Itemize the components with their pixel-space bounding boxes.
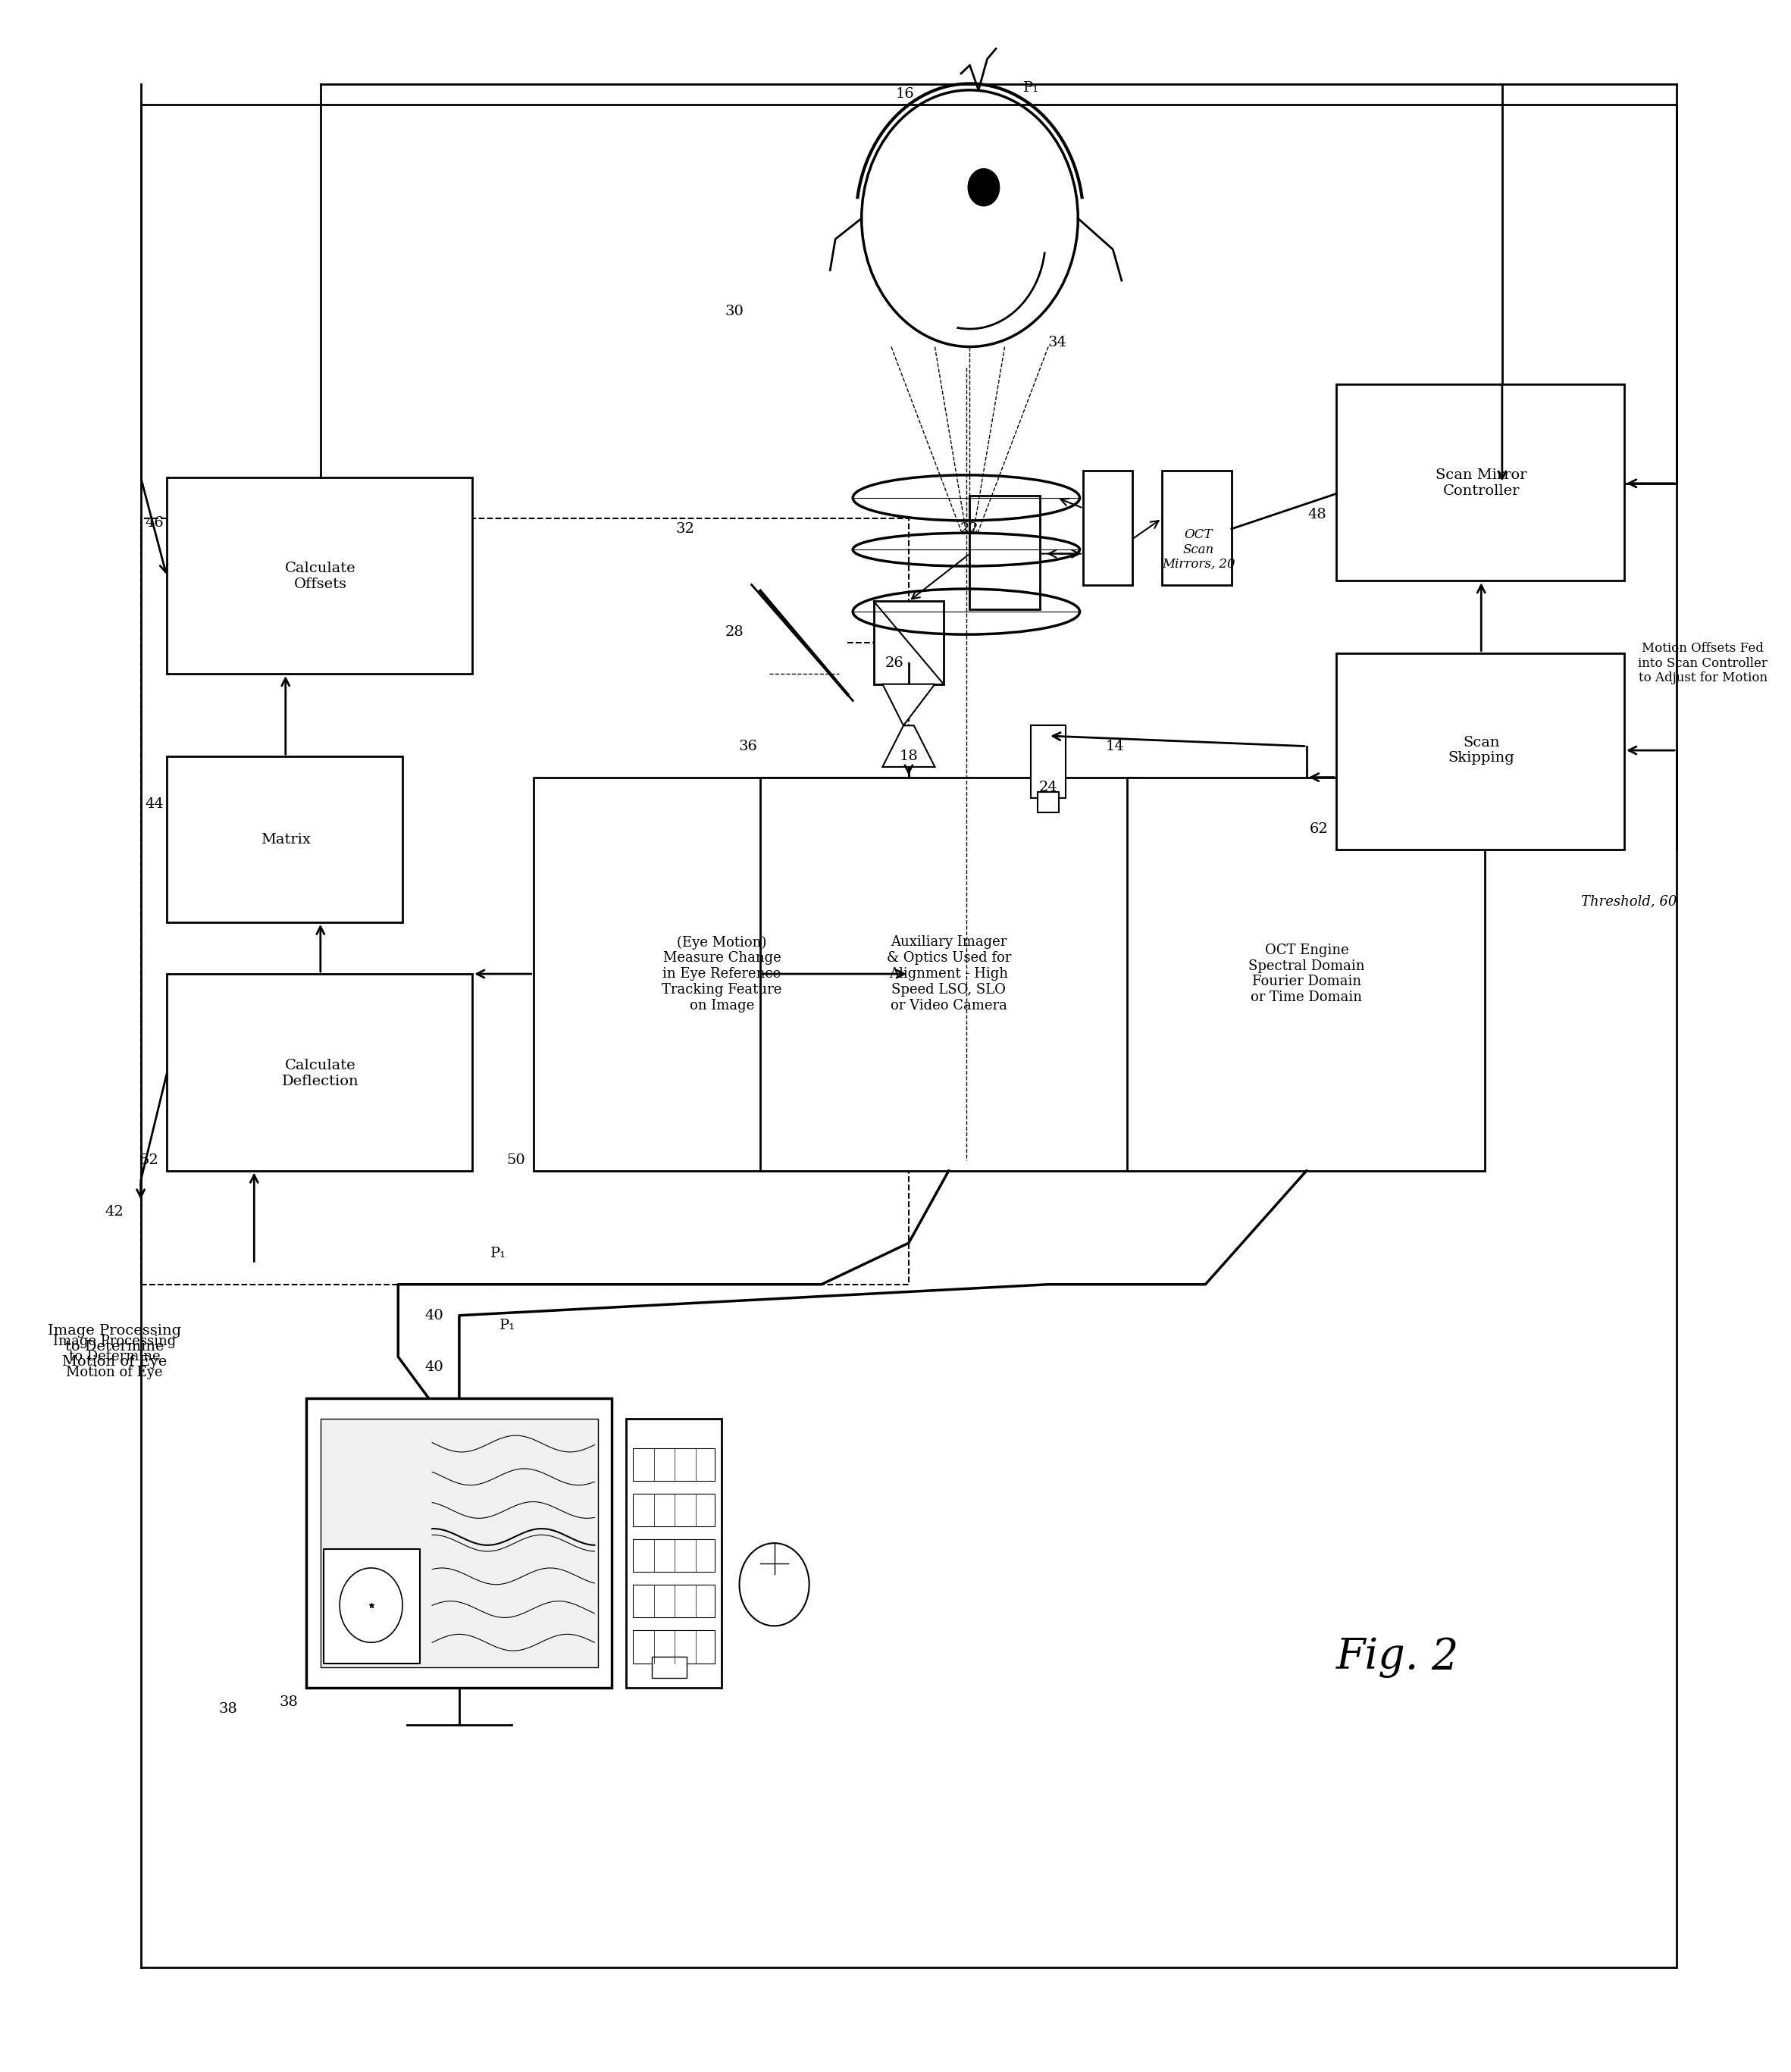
Text: 24: 24 xyxy=(1039,781,1058,794)
FancyBboxPatch shape xyxy=(167,756,403,922)
Text: Threshold, 60: Threshold, 60 xyxy=(1581,895,1676,908)
Text: Calculate
Deflection: Calculate Deflection xyxy=(281,1059,358,1088)
Text: 32: 32 xyxy=(675,522,695,537)
FancyBboxPatch shape xyxy=(321,1419,598,1668)
Text: OCT Engine
Spectral Domain
Fourier Domain
or Time Domain: OCT Engine Spectral Domain Fourier Domai… xyxy=(1248,943,1365,1005)
Text: 36: 36 xyxy=(738,740,758,752)
Text: Image Processing
to Determine
Motion of Eye: Image Processing to Determine Motion of … xyxy=(48,1324,181,1370)
Text: 62: 62 xyxy=(1309,823,1329,835)
Text: Fig. 2: Fig. 2 xyxy=(1336,1637,1460,1678)
Text: 40: 40 xyxy=(424,1310,444,1322)
Text: Motion Offsets Fed
into Scan Controller
to Adjust for Motion: Motion Offsets Fed into Scan Controller … xyxy=(1639,642,1768,684)
Text: 28: 28 xyxy=(725,626,743,638)
Text: 30: 30 xyxy=(725,305,743,319)
Text: 14: 14 xyxy=(1105,740,1125,752)
Text: Scan
Skipping: Scan Skipping xyxy=(1447,736,1515,765)
Text: 22: 22 xyxy=(960,522,980,537)
FancyBboxPatch shape xyxy=(1127,777,1485,1171)
Text: OCT
Scan
Mirrors, 20: OCT Scan Mirrors, 20 xyxy=(1162,528,1236,572)
FancyBboxPatch shape xyxy=(1032,725,1066,798)
FancyBboxPatch shape xyxy=(534,777,908,1171)
FancyBboxPatch shape xyxy=(632,1539,715,1573)
Text: Scan Mirror
Controller: Scan Mirror Controller xyxy=(1436,468,1526,497)
FancyBboxPatch shape xyxy=(1084,470,1132,584)
FancyBboxPatch shape xyxy=(1336,383,1624,580)
FancyBboxPatch shape xyxy=(1162,470,1232,584)
Text: (Eye Motion)
Measure Change
in Eye Reference
Tracking Feature
on Image: (Eye Motion) Measure Change in Eye Refer… xyxy=(663,934,783,1013)
Text: Auxiliary Imager
& Optics Used for
Alignment - High
Speed LSO, SLO
or Video Came: Auxiliary Imager & Optics Used for Align… xyxy=(887,937,1012,1013)
FancyBboxPatch shape xyxy=(632,1494,715,1527)
Text: 46: 46 xyxy=(145,516,165,530)
FancyBboxPatch shape xyxy=(969,495,1039,609)
Text: 18: 18 xyxy=(899,750,919,762)
Text: Image Processing
to Determine
Motion of Eye: Image Processing to Determine Motion of … xyxy=(54,1334,176,1380)
Circle shape xyxy=(967,168,999,205)
FancyBboxPatch shape xyxy=(632,1585,715,1618)
FancyBboxPatch shape xyxy=(652,1658,688,1678)
Text: P₁: P₁ xyxy=(1023,81,1039,95)
FancyBboxPatch shape xyxy=(324,1550,419,1664)
FancyBboxPatch shape xyxy=(306,1399,613,1689)
Text: 16: 16 xyxy=(896,87,915,102)
FancyBboxPatch shape xyxy=(1037,792,1058,812)
Polygon shape xyxy=(883,725,935,767)
FancyBboxPatch shape xyxy=(761,777,1135,1171)
Text: 42: 42 xyxy=(106,1206,124,1218)
Text: 48: 48 xyxy=(1307,508,1327,522)
Text: 38: 38 xyxy=(219,1701,238,1716)
Text: 40: 40 xyxy=(424,1361,444,1374)
FancyBboxPatch shape xyxy=(167,974,473,1171)
FancyBboxPatch shape xyxy=(632,1448,715,1481)
Text: P₁: P₁ xyxy=(500,1320,516,1332)
Text: 34: 34 xyxy=(1048,336,1066,350)
Text: 44: 44 xyxy=(145,798,165,810)
FancyBboxPatch shape xyxy=(625,1419,722,1689)
Text: 50: 50 xyxy=(507,1154,525,1167)
Text: 38: 38 xyxy=(279,1695,299,1709)
FancyBboxPatch shape xyxy=(874,601,944,684)
FancyBboxPatch shape xyxy=(632,1631,715,1664)
Text: P₁: P₁ xyxy=(491,1247,507,1260)
Text: 26: 26 xyxy=(885,657,904,669)
FancyBboxPatch shape xyxy=(167,477,473,673)
Text: Calculate
Offsets: Calculate Offsets xyxy=(285,562,356,591)
Polygon shape xyxy=(883,684,935,725)
Text: Matrix: Matrix xyxy=(261,833,310,845)
FancyBboxPatch shape xyxy=(1336,653,1624,850)
Text: 52: 52 xyxy=(140,1154,159,1167)
